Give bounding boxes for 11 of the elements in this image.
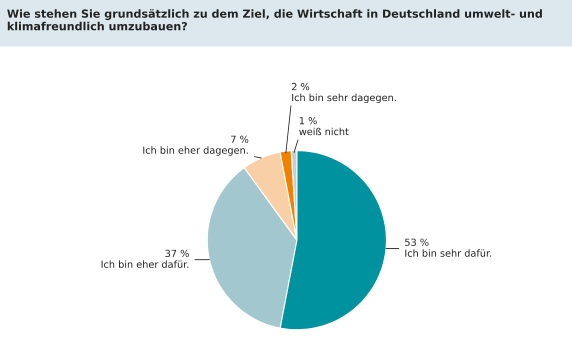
slice-label: Ich bin eher dagegen. bbox=[143, 146, 248, 156]
slice-label: Ich bin eher dafür. bbox=[102, 260, 188, 268]
slice-label: Ich bin sehr dafür. bbox=[405, 249, 492, 257]
slice-label: weiß nicht bbox=[299, 128, 349, 136]
data-label: 2 % bbox=[292, 82, 310, 90]
data-label: 7 % bbox=[231, 136, 248, 143]
slice-label: Ich bin sehr dagegen. bbox=[292, 94, 396, 104]
data-label: 53 % bbox=[405, 238, 429, 246]
chart-title: Wie stehen Sie grundsätzlich zu dem Ziel, die Wirtschaft in Deutschland umwelt- und klimafreundlich umzubauen? bbox=[7, 9, 542, 30]
data-label: 37 % bbox=[165, 250, 189, 258]
data-label: 1 % bbox=[300, 116, 317, 124]
